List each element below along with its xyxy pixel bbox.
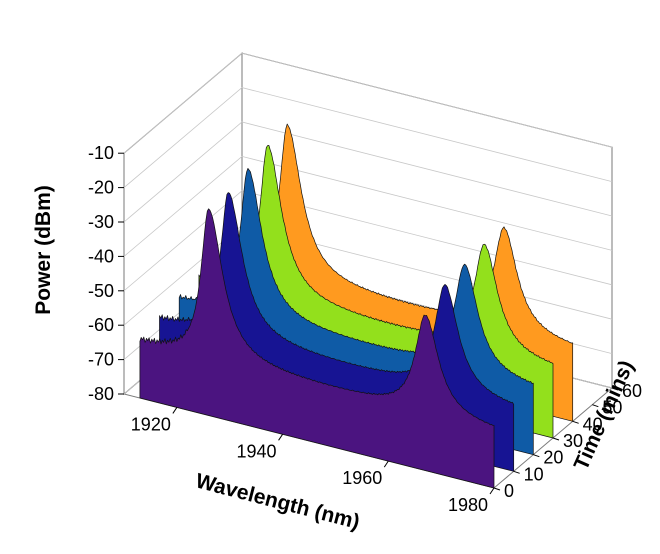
time-tick-mark: [533, 454, 540, 458]
time-tick-label: 20: [543, 448, 563, 468]
power-tick-label: -50: [88, 281, 114, 301]
time-tick-mark: [572, 420, 579, 424]
time-tick-label: 40: [583, 414, 603, 434]
wavelength-tick-mark: [278, 434, 283, 441]
time-tick-label: 50: [602, 398, 622, 418]
wavelength-tick-label: 1920: [131, 414, 171, 434]
y-axis-title: Power (dBm): [32, 185, 55, 315]
power-tick-label: -40: [88, 246, 114, 266]
power-tick-label: -70: [88, 350, 114, 370]
wavelength-tick-mark: [383, 460, 389, 468]
wavelength-tick-label: 1960: [342, 468, 382, 488]
time-tick-mark: [493, 487, 501, 491]
time-tick-mark: [513, 470, 520, 474]
power-tick-label: -20: [88, 178, 114, 198]
grid-line-power: [123, 87, 613, 188]
wavelength-tick-label: 1940: [237, 441, 277, 461]
time-tick-label: 0: [504, 481, 514, 501]
time-tick-label: 60: [622, 381, 642, 401]
x-axis-title: Wavelength (nm): [193, 469, 362, 533]
time-tick-label: 10: [524, 464, 544, 484]
grid-line-power: [123, 121, 613, 223]
time-tick-mark: [592, 404, 599, 408]
power-tick-label: -60: [88, 315, 114, 335]
grid-line-power: [123, 190, 613, 292]
series-layer: [139, 123, 574, 489]
time-tick-mark: [552, 437, 560, 441]
power-tick-label: -30: [88, 212, 114, 232]
time-tick-label: 30: [563, 431, 583, 451]
ticks-layer: -80 -70 -60 -50 -40 -30 -20 -10 1920 1940 1960 1980…: [88, 143, 642, 515]
grid-line-power: [123, 52, 613, 154]
power-tick-label: -80: [88, 384, 114, 404]
power-tick-label: -10: [88, 143, 114, 163]
grid-line-power: [123, 155, 613, 257]
wavelength-tick-label: 1980: [448, 495, 488, 515]
time-tick-mark: [611, 387, 619, 391]
wavelength-tick-mark: [489, 487, 495, 495]
wavelength-tick-mark: [172, 407, 178, 414]
series-area-t0: [139, 208, 495, 489]
